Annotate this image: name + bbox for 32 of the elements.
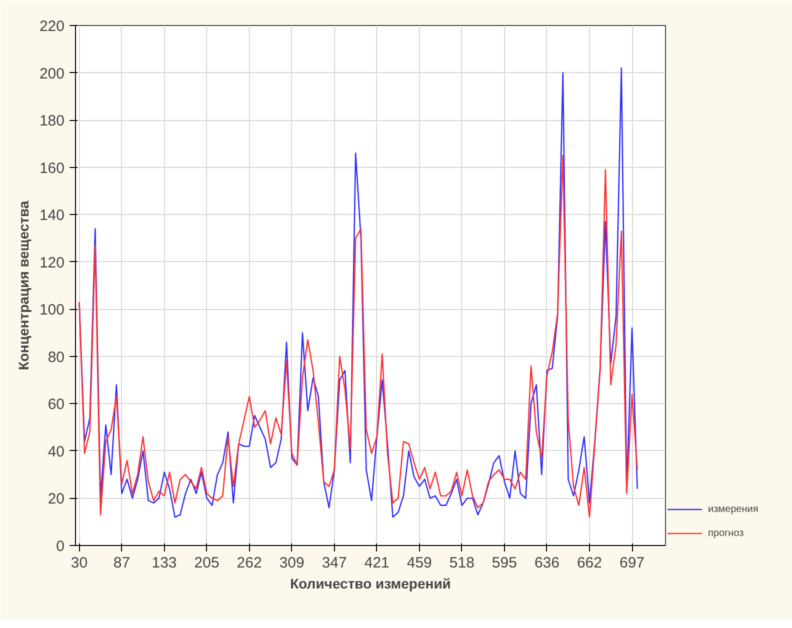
y-tick-label: 60 [48,396,65,414]
legend-label: прогноз [708,528,744,538]
y-axis-title: Концентрация вещества [15,200,32,370]
y-tick-label: 120 [39,254,65,272]
y-tick-label: 220 [39,18,65,35]
legend-label: измерения [708,504,758,514]
x-tick-label: 595 [492,554,517,572]
y-tick-label: 20 [48,490,65,508]
x-tick-label: 262 [236,554,262,572]
line-series [78,154,638,518]
x-tick-label: 133 [152,554,177,572]
line-series [78,67,638,518]
y-tick-label: 140 [39,207,65,224]
x-tick-label: 518 [449,554,474,572]
x-tick-label: 636 [534,554,560,572]
y-tick-label: 180 [39,112,65,130]
y-tick-label: 100 [39,302,65,319]
x-tick-label: 459 [406,554,432,572]
x-tick-label: 205 [194,554,220,572]
x-tick-label: 87 [113,554,130,572]
y-tick-label: 160 [39,160,65,177]
y-tick-label: 200 [39,65,65,82]
x-tick-label: 421 [364,554,390,572]
x-tick-label: 697 [620,554,645,572]
y-tick-label: 40 [48,443,65,460]
x-tick-label: 662 [576,554,602,572]
y-tick-label: 80 [48,348,65,366]
x-tick-label: 309 [279,554,304,572]
y-tick-label: 0 [56,538,64,555]
x-tick-label: 30 [70,554,88,572]
x-tick-label: 347 [322,554,347,572]
x-axis-title: Количество измерений [290,576,451,592]
